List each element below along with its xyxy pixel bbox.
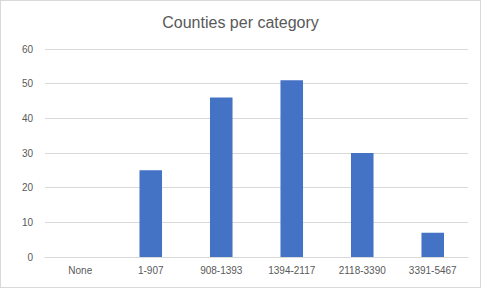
svg-text:20: 20 — [22, 182, 34, 193]
svg-text:30: 30 — [22, 148, 34, 159]
svg-text:3391-5467: 3391-5467 — [409, 265, 457, 276]
svg-text:0: 0 — [27, 252, 33, 263]
svg-text:1-907: 1-907 — [138, 265, 164, 276]
svg-text:10: 10 — [22, 217, 34, 228]
svg-text:Counties per category: Counties per category — [162, 14, 319, 31]
svg-text:908-1393: 908-1393 — [200, 265, 243, 276]
svg-text:60: 60 — [22, 44, 34, 55]
svg-text:2118-3390: 2118-3390 — [339, 265, 387, 276]
svg-text:1394-2117: 1394-2117 — [268, 265, 316, 276]
svg-text:None: None — [68, 265, 92, 276]
svg-text:40: 40 — [22, 113, 34, 124]
svg-text:50: 50 — [22, 78, 34, 89]
